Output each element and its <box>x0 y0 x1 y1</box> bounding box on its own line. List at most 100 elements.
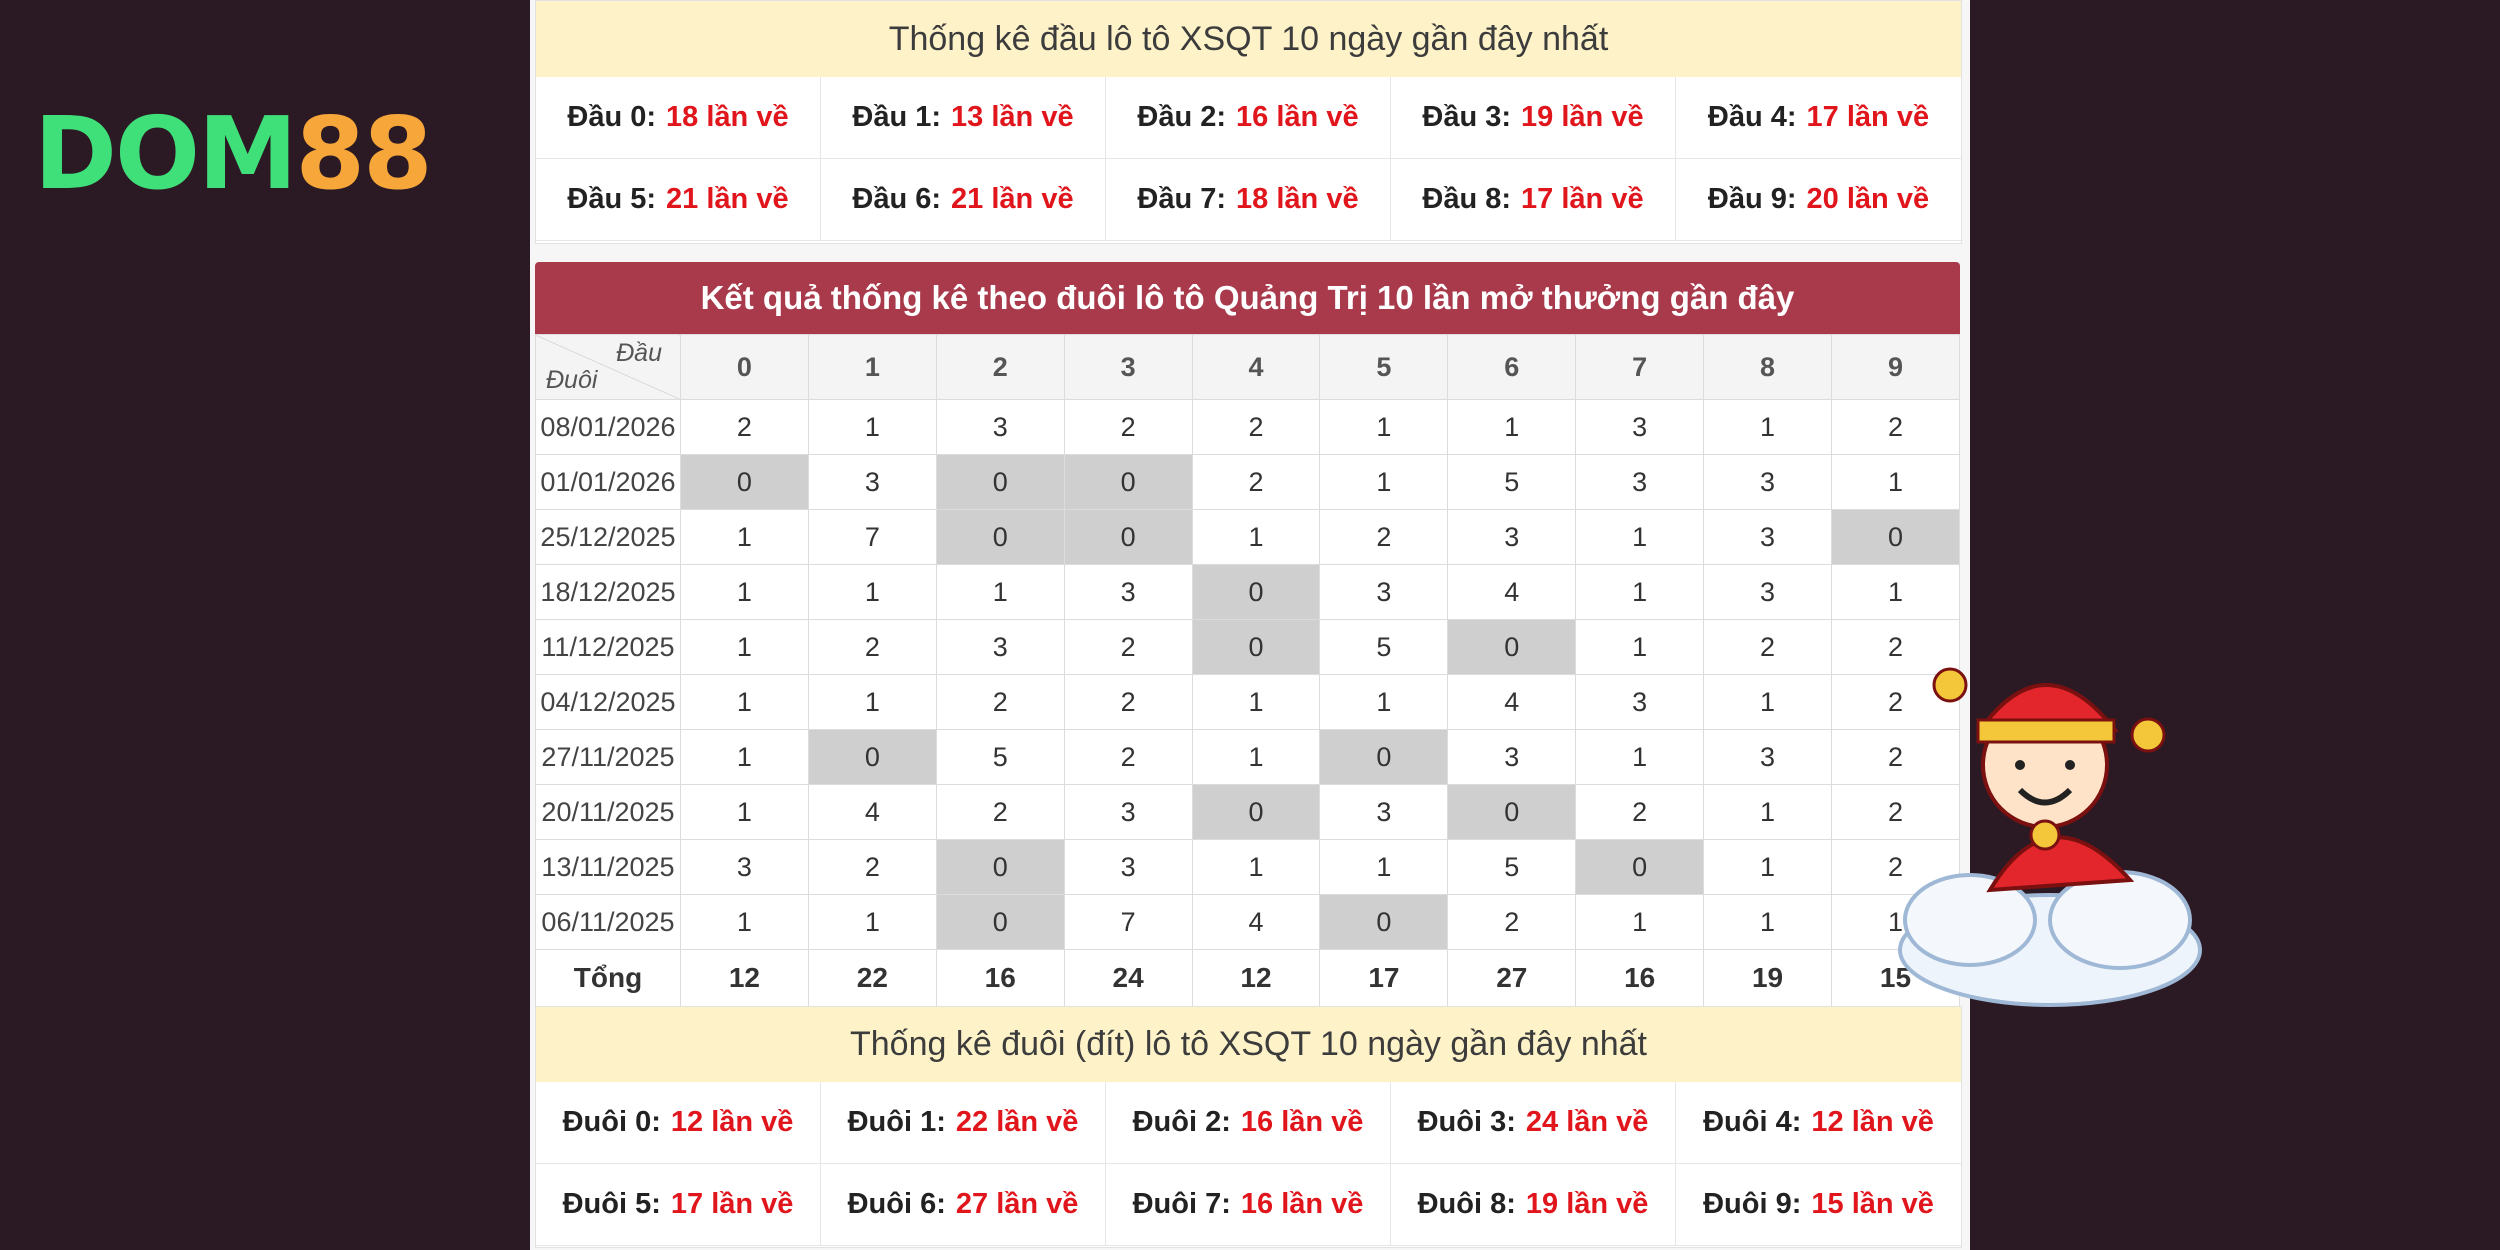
bottom-stats-value: 16 lần về <box>1240 1188 1364 1220</box>
table-cell: 1 <box>1575 509 1705 565</box>
table-cell: 3 <box>1063 839 1193 895</box>
table-cell: 1 <box>1831 454 1960 510</box>
table-cell: 3 <box>680 839 809 895</box>
row-date: 01/01/2026 <box>535 454 681 510</box>
top-stats-title: Thống kê đầu lô tô XSQT 10 ngày gần đây … <box>536 1 1961 77</box>
table-cell: 3 <box>1447 509 1577 565</box>
column-header-1: 1 <box>807 334 937 400</box>
table-cell: 2 <box>1831 399 1960 455</box>
table-cell: 1 <box>1319 674 1449 730</box>
table-cell: 3 <box>1575 674 1705 730</box>
table-cell: 4 <box>1447 564 1577 620</box>
table-row: 04/12/2025 1 1 2 2 1 1 4 3 1 2 <box>535 674 1960 730</box>
bottom-stats-label: Đuôi 9: <box>1703 1188 1802 1220</box>
logo-part-dom: DOM <box>34 95 298 212</box>
top-stats-value: 16 lần về <box>1236 101 1359 133</box>
top-stats-card: Thống kê đầu lô tô XSQT 10 ngày gần đây … <box>535 0 1962 244</box>
table-cell: 3 <box>1063 564 1193 620</box>
top-stats-cell-3: Đầu 3: 19 lần về <box>1391 77 1676 159</box>
bottom-stats-label: Đuôi 2: <box>1132 1106 1231 1138</box>
table-cell: 1 <box>1703 784 1833 840</box>
table-cell: 1 <box>1575 894 1705 950</box>
bottom-stats-cell-1: Đuôi 1: 22 lần về <box>821 1082 1106 1164</box>
bottom-stats-label: Đuôi 1: <box>847 1106 946 1138</box>
table-cell: 5 <box>935 729 1065 785</box>
bottom-stats-value: 17 lần về <box>670 1188 794 1220</box>
table-cell: 5 <box>1447 839 1577 895</box>
table-cell: 4 <box>1191 894 1321 950</box>
bottom-stats-cell-2: Đuôi 2: 16 lần về <box>1106 1082 1391 1164</box>
table-cell: 2 <box>1319 509 1449 565</box>
table-cell: 3 <box>935 399 1065 455</box>
bottom-stats-cell-0: Đuôi 0: 12 lần về <box>536 1082 821 1164</box>
table-cell: 1 <box>680 509 809 565</box>
row-date: 25/12/2025 <box>535 509 681 565</box>
table-cell: 0 <box>935 839 1065 895</box>
table-cell: 1 <box>680 674 809 730</box>
table-cell: 1 <box>935 564 1065 620</box>
column-header-2: 2 <box>935 334 1065 400</box>
table-cell: 0 <box>1191 619 1321 675</box>
table-cell: 1 <box>680 729 809 785</box>
bottom-stats-cell-3: Đuôi 3: 24 lần về <box>1391 1082 1676 1164</box>
table-row: 11/12/2025 1 2 3 2 0 5 0 1 2 2 <box>535 619 1960 675</box>
table-row: 18/12/2025 1 1 1 3 0 3 4 1 3 1 <box>535 564 1960 620</box>
table-cell: 1 <box>680 564 809 620</box>
table-cell: 2 <box>1831 619 1960 675</box>
top-stats-label: Đầu 6: <box>852 183 942 215</box>
table-cell: 1 <box>1191 839 1321 895</box>
table-cell: 1 <box>1575 564 1705 620</box>
table-cell: 0 <box>1063 454 1193 510</box>
row-date: 11/12/2025 <box>535 619 681 675</box>
top-stats-value: 18 lần về <box>666 101 789 133</box>
table-body: 08/01/2026 2 1 3 2 2 1 1 3 1 2 01/01/2026 0 3 0 0 2 1 5 3 3 1… <box>535 399 1960 1007</box>
table-cell: 4 <box>1447 674 1577 730</box>
total-cell: 22 <box>807 949 937 1007</box>
top-stats-cell-9: Đầu 9: 20 lần về <box>1676 159 1961 241</box>
table-cell: 3 <box>1319 784 1449 840</box>
lottery-stats-panel: Thống kê đầu lô tô XSQT 10 ngày gần đây … <box>530 0 1970 1250</box>
bottom-stats-label: Đuôi 7: <box>1132 1188 1231 1220</box>
column-header-8: 8 <box>1703 334 1833 400</box>
logo-part-88: 88 <box>295 95 433 212</box>
table-cell: 1 <box>1447 399 1577 455</box>
table-cell: 1 <box>807 894 937 950</box>
table-row: 25/12/2025 1 7 0 0 1 2 3 1 3 0 <box>535 509 1960 565</box>
table-cell: 1 <box>1191 509 1321 565</box>
table-row: 27/11/2025 1 0 5 2 1 0 3 1 3 2 <box>535 729 1960 785</box>
table-row: 06/11/2025 1 1 0 7 4 0 2 1 1 1 <box>535 894 1960 950</box>
table-cell: 1 <box>1703 894 1833 950</box>
top-stats-label: Đầu 3: <box>1422 101 1512 133</box>
row-date: 06/11/2025 <box>535 894 681 950</box>
top-stats-cell-6: Đầu 6: 21 lần về <box>821 159 1106 241</box>
table-cell: 1 <box>1831 564 1960 620</box>
top-stats-label: Đầu 4: <box>1707 101 1797 133</box>
table-cell: 1 <box>1703 399 1833 455</box>
table-cell: 0 <box>1191 784 1321 840</box>
table-cell: 2 <box>1063 619 1193 675</box>
table-cell: 3 <box>1063 784 1193 840</box>
top-stats-label: Đầu 0: <box>567 101 657 133</box>
total-cell: 12 <box>680 949 809 1007</box>
bottom-stats-label: Đuôi 4: <box>1703 1106 1802 1138</box>
table-cell: 1 <box>1319 399 1449 455</box>
god-of-wealth-mascot-icon <box>1898 667 2202 1007</box>
table-row: 20/11/2025 1 4 2 3 0 3 0 2 1 2 <box>535 784 1960 840</box>
table-cell: 2 <box>807 839 937 895</box>
top-stats-value: 17 lần về <box>1521 183 1644 215</box>
top-stats-value: 21 lần về <box>666 183 789 215</box>
bottom-stats-value: 22 lần về <box>955 1106 1079 1138</box>
total-cell: 17 <box>1319 949 1449 1007</box>
top-stats-value: 18 lần về <box>1236 183 1359 215</box>
table-cell: 3 <box>1319 564 1449 620</box>
top-stats-cell-5: Đầu 5: 21 lần về <box>536 159 821 241</box>
bottom-stats-value: 12 lần về <box>1811 1106 1934 1138</box>
total-cell: 12 <box>1191 949 1321 1007</box>
top-stats-cell-0: Đầu 0: 18 lần về <box>536 77 821 159</box>
column-header-6: 6 <box>1447 334 1577 400</box>
total-cell: 16 <box>1575 949 1705 1007</box>
table-cell: 0 <box>935 454 1065 510</box>
top-stats-label: Đầu 2: <box>1137 101 1227 133</box>
